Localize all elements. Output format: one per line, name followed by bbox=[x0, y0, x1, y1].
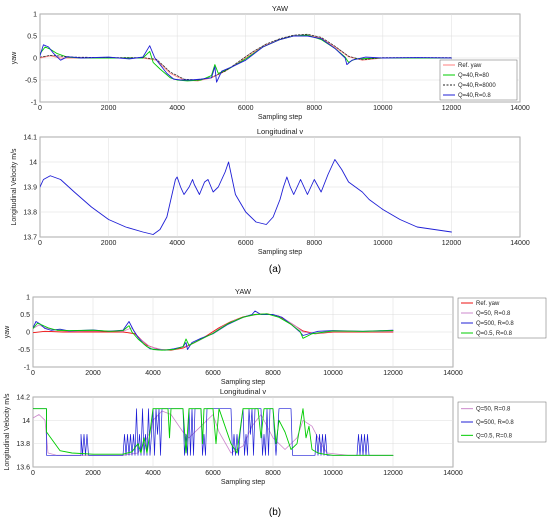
series-line-3 bbox=[33, 313, 394, 351]
series-group bbox=[33, 408, 394, 456]
legend-entry: Q=500, R=0.8 bbox=[476, 321, 514, 327]
y-tick-label: -0.5 bbox=[18, 347, 30, 354]
x-tick-label: 6000 bbox=[238, 240, 254, 247]
x-tick-label: 10000 bbox=[373, 240, 393, 247]
x-tick-label: 4000 bbox=[145, 370, 161, 377]
legend: Ref. yaw Q=40,R=80 Q=40,R=8000 Q=40,R=0.8 bbox=[439, 59, 518, 101]
chart-0: 0 2000 4000 6000 8000 10000 12000 14000 -1 -0.5 0 0… bbox=[11, 4, 530, 121]
x-tick-label: 2000 bbox=[101, 105, 117, 112]
x-tick-label: 0 bbox=[31, 370, 35, 377]
x-tick-label: 8000 bbox=[265, 470, 281, 477]
series-group bbox=[40, 159, 452, 235]
y-axis-label: yaw bbox=[4, 325, 11, 338]
plot-area bbox=[32, 396, 454, 468]
y-tick-label: 0.5 bbox=[27, 34, 37, 41]
legend: Q=50, R=0.8 Q=500, R=0.8 Q=0.5, R=0.8 bbox=[457, 401, 547, 443]
series-group bbox=[40, 33, 452, 83]
x-tick-label: 0 bbox=[38, 240, 42, 247]
x-tick-label: 10000 bbox=[323, 370, 343, 377]
x-tick-label: 12000 bbox=[383, 370, 403, 377]
x-axis-label: Sampling step bbox=[258, 114, 302, 121]
y-tick-label: -0.5 bbox=[25, 78, 37, 85]
y-axis-label: Longitudinal Velocity m/s bbox=[11, 148, 18, 226]
legend-entry: Q=50, R=0.8 bbox=[476, 311, 511, 317]
x-tick-label: 2000 bbox=[85, 370, 101, 377]
legend-box bbox=[439, 59, 518, 101]
x-tick-label: 4000 bbox=[145, 470, 161, 477]
x-tick-label: 8000 bbox=[265, 370, 281, 377]
y-tick-label: 0.5 bbox=[20, 312, 30, 319]
chart-title: YAW bbox=[272, 4, 289, 13]
legend-entry: Q=0.5, R=0.8 bbox=[476, 331, 513, 337]
y-tick-label: 13.8 bbox=[16, 441, 30, 448]
legend-entry: Q=0.5, R=0.8 bbox=[476, 433, 513, 439]
y-tick-label: -1 bbox=[31, 100, 37, 107]
x-tick-label: 12000 bbox=[442, 240, 462, 247]
x-tick-label: 2000 bbox=[85, 470, 101, 477]
y-tick-label: 0 bbox=[33, 56, 37, 63]
x-axis-label: Sampling step bbox=[221, 479, 265, 486]
series-line-0 bbox=[40, 159, 452, 235]
x-tick-label: 14000 bbox=[510, 105, 530, 112]
x-tick-label: 14000 bbox=[443, 470, 463, 477]
legend-entry: Ref. yaw bbox=[458, 63, 482, 69]
x-tick-label: 6000 bbox=[205, 370, 221, 377]
x-tick-label: 0 bbox=[38, 105, 42, 112]
y-tick-label: 14 bbox=[29, 160, 37, 167]
legend: Ref. yaw Q=50, R=0.8 Q=500, R=0.8 Q=0.5, R=… bbox=[457, 297, 547, 339]
x-axis-label: Sampling step bbox=[258, 249, 302, 256]
legend-entry: Ref. yaw bbox=[476, 301, 500, 307]
series-line-2 bbox=[33, 408, 394, 456]
y-axis-label: yaw bbox=[11, 51, 18, 64]
y-tick-label: 1 bbox=[33, 12, 37, 19]
y-tick-label: 13.6 bbox=[16, 465, 30, 472]
x-tick-label: 12000 bbox=[442, 105, 462, 112]
x-tick-label: 8000 bbox=[306, 240, 322, 247]
x-tick-label: 8000 bbox=[306, 105, 322, 112]
x-tick-label: 14000 bbox=[510, 240, 530, 247]
series-group bbox=[33, 310, 394, 351]
panel-label-a: (a) bbox=[269, 264, 281, 275]
series-line-1 bbox=[33, 408, 394, 456]
x-tick-label: 0 bbox=[31, 470, 35, 477]
y-tick-label: 13.8 bbox=[23, 210, 37, 217]
legend-entry: Q=40,R=80 bbox=[458, 73, 490, 79]
x-tick-label: 4000 bbox=[169, 240, 185, 247]
series-line-3 bbox=[40, 35, 452, 83]
chart-title: YAW bbox=[235, 287, 252, 296]
legend-entry: Q=40,R=0.8 bbox=[458, 93, 491, 99]
x-axis-label: Sampling step bbox=[221, 379, 265, 386]
y-tick-label: 14 bbox=[22, 418, 30, 425]
x-tick-label: 4000 bbox=[169, 105, 185, 112]
y-tick-label: -1 bbox=[24, 365, 30, 372]
chart-1: 0 2000 4000 6000 8000 10000 12000 14000 13.7 13.8… bbox=[11, 127, 530, 256]
series-line-0 bbox=[33, 313, 394, 351]
series-line-2 bbox=[40, 33, 452, 81]
y-tick-label: 13.7 bbox=[23, 235, 37, 242]
chart-2: 0 2000 4000 6000 8000 10000 12000 14000 -1 -0.5 0 0… bbox=[4, 287, 547, 386]
y-tick-label: 14.2 bbox=[16, 395, 30, 402]
chart-3: 0 2000 4000 6000 8000 10000 12000 14000 13.6 13.8… bbox=[4, 387, 547, 486]
chart-title: Longitudinal v bbox=[257, 127, 304, 136]
y-tick-label: 1 bbox=[26, 295, 30, 302]
y-tick-label: 13.9 bbox=[23, 185, 37, 192]
x-tick-label: 10000 bbox=[373, 105, 393, 112]
x-tick-label: 14000 bbox=[443, 370, 463, 377]
y-tick-label: 0 bbox=[26, 330, 30, 337]
legend-entry: Q=40,R=8000 bbox=[458, 83, 496, 89]
panel-label-b: (b) bbox=[269, 507, 281, 518]
x-tick-label: 12000 bbox=[383, 470, 403, 477]
x-tick-label: 6000 bbox=[238, 105, 254, 112]
x-tick-label: 6000 bbox=[205, 470, 221, 477]
legend-box bbox=[457, 297, 547, 339]
chart-title: Longitudinal v bbox=[220, 387, 267, 396]
y-axis-label: Longitudinal Velocity m/s bbox=[4, 393, 11, 471]
y-tick-label: 14.1 bbox=[23, 135, 37, 142]
legend-entry: Q=500, R=0.8 bbox=[476, 420, 514, 426]
legend-entry: Q=50, R=0.8 bbox=[476, 407, 511, 413]
x-tick-label: 10000 bbox=[323, 470, 343, 477]
chart-panels: 0 2000 4000 6000 8000 10000 12000 14000-1-0.500… bbox=[4, 4, 547, 486]
x-tick-label: 2000 bbox=[101, 240, 117, 247]
